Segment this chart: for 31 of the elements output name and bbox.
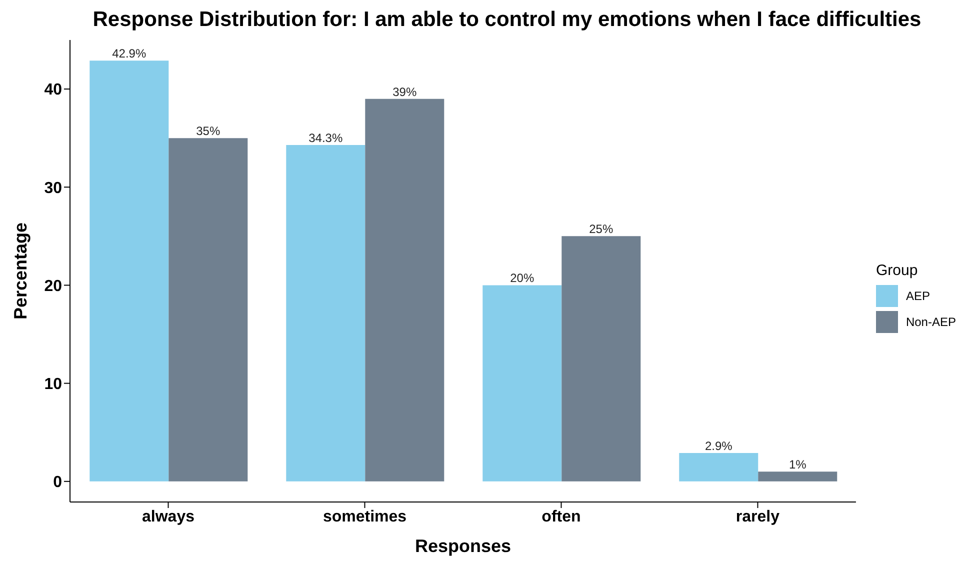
data-label: 20% [510, 271, 534, 286]
data-label: 2.9% [704, 438, 733, 453]
bar [679, 452, 758, 482]
y-tick-label: 40 [44, 82, 62, 99]
bar [758, 472, 838, 482]
bar [90, 60, 169, 482]
legend-label: Non-AEP [904, 314, 956, 330]
chart-title: Response Distribution for: I am able to control my emotions when I face difficulties [92, 8, 922, 33]
data-label: 34.3% [308, 130, 343, 145]
y-axis-title: Percentage [10, 222, 30, 320]
bar [365, 98, 444, 482]
bar [562, 236, 641, 482]
y-tick-label: 20 [44, 278, 62, 295]
y-tick-label: 30 [44, 180, 62, 197]
data-label: 35% [196, 124, 220, 138]
data-label: 39% [392, 84, 417, 99]
x-tick-label: sometimes [322, 508, 407, 526]
y-tick-label: 0 [53, 474, 62, 492]
y-tick-label: 10 [44, 376, 62, 393]
x-axis-title: Responses [414, 536, 512, 556]
legend-title: Group [876, 262, 919, 278]
data-label: 25% [589, 222, 614, 236]
x-tick-label: rarely [736, 508, 780, 526]
data-label: 1% [788, 458, 807, 472]
x-tick-label: often [542, 508, 581, 526]
data-label: 42.9% [112, 46, 146, 61]
x-tick-label: always [142, 508, 195, 526]
bar [286, 144, 366, 482]
legend-label: AEP [904, 288, 931, 304]
bar [168, 138, 248, 482]
bar [482, 285, 562, 482]
